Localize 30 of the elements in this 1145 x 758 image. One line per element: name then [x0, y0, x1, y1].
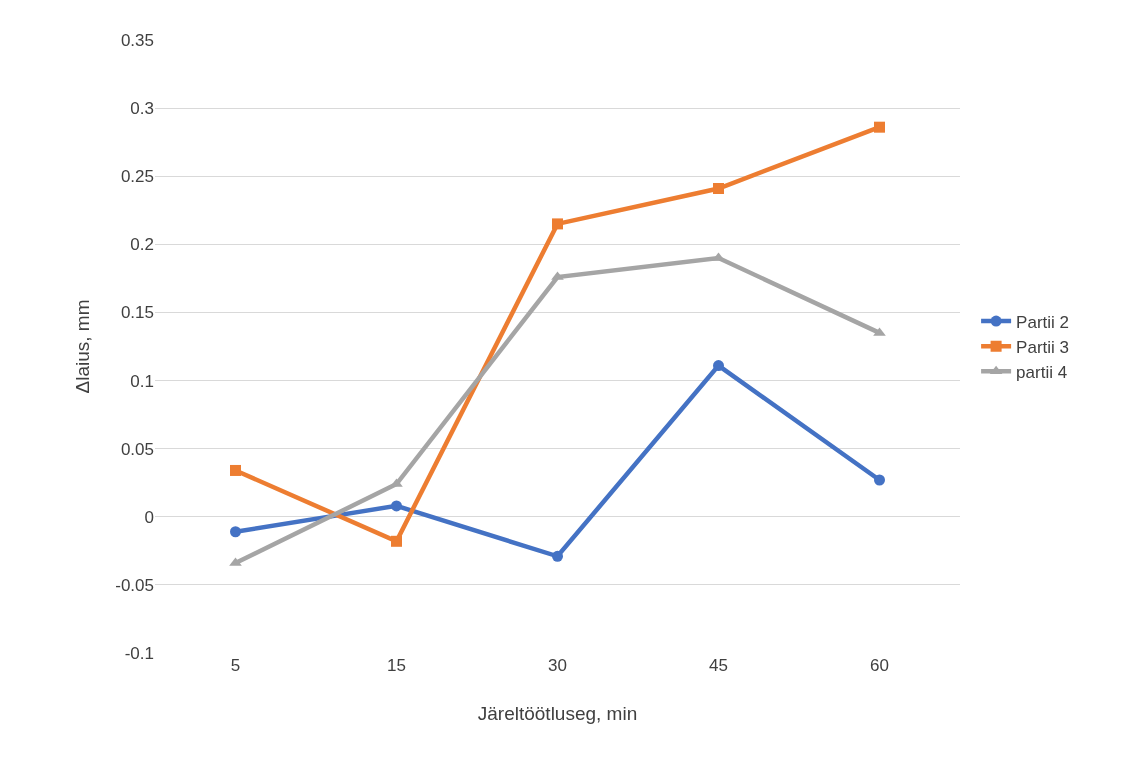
point — [713, 360, 724, 372]
y-tick-label: 0.3 — [130, 99, 154, 119]
x-tick-label: 45 — [709, 656, 728, 675]
y-tick-label: -0.1 — [124, 643, 154, 663]
y-tick-label: 0.1 — [130, 371, 154, 391]
y-tick-label: -0.05 — [115, 575, 154, 595]
x-tick-label: 60 — [870, 656, 889, 675]
y-tick-label: 0.35 — [120, 30, 154, 50]
y-axis-title: Δlaius, mm — [72, 299, 94, 394]
y-tick-label: 0.2 — [130, 235, 154, 255]
legend-label: Partii 2 — [1016, 312, 1070, 332]
y-tick-label: 0 — [144, 507, 154, 527]
y-tick-label: 0.05 — [120, 439, 154, 459]
y-tick-label: 0.25 — [120, 167, 154, 187]
point — [874, 474, 885, 486]
x-tick-label: 15 — [387, 656, 406, 675]
legend-label: Partii 3 — [1016, 337, 1070, 357]
x-tick-label: 30 — [548, 656, 567, 675]
point — [713, 182, 724, 194]
point — [230, 464, 241, 476]
y-tick-label: 0.15 — [120, 303, 154, 323]
x-axis-title: Järeltöötluseg, min — [477, 703, 638, 724]
x-tick-label: 5 — [230, 656, 241, 675]
point — [391, 535, 402, 547]
point — [391, 500, 402, 512]
point — [230, 526, 241, 538]
point — [552, 550, 563, 562]
legend-label: partii 4 — [1016, 362, 1068, 382]
point — [552, 218, 563, 230]
point — [874, 121, 885, 133]
